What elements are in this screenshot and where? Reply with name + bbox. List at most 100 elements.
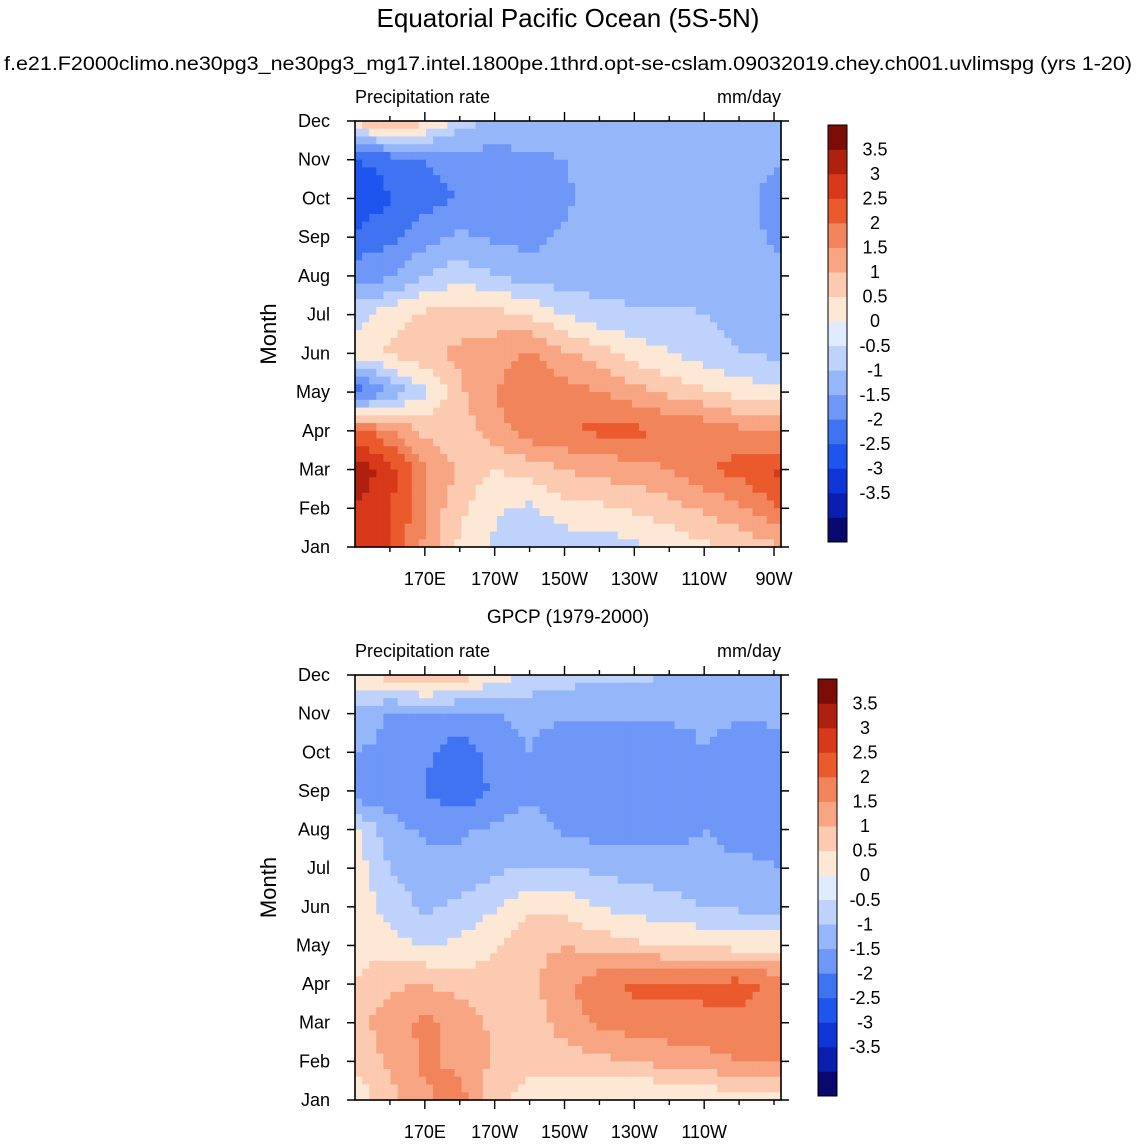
contour-cell xyxy=(369,492,377,502)
contour-cell xyxy=(397,206,406,215)
contour-cell xyxy=(369,860,377,869)
contour-cell xyxy=(752,407,761,416)
contour-cell xyxy=(539,221,548,231)
contour-cell xyxy=(560,454,569,463)
contour-cell xyxy=(518,523,526,533)
contour-cell xyxy=(660,423,668,432)
contour-cell xyxy=(525,845,534,854)
contour-cell xyxy=(731,798,739,807)
contour-cell xyxy=(738,268,747,277)
contour-cell xyxy=(440,361,448,370)
contour-cell xyxy=(688,190,697,200)
contour-cell xyxy=(447,175,455,184)
contour-cell xyxy=(589,675,597,684)
contour-cell xyxy=(568,485,576,494)
contour-cell xyxy=(461,306,470,316)
contour-cell xyxy=(582,213,590,223)
contour-cell xyxy=(525,190,534,200)
contour-cell xyxy=(568,423,576,432)
contour-cell xyxy=(688,151,697,161)
contour-cell xyxy=(575,221,583,231)
contour-cell xyxy=(617,705,626,715)
contour-cell xyxy=(482,806,491,815)
contour-cell xyxy=(646,852,654,862)
contour-cell xyxy=(475,469,484,478)
contour-cell xyxy=(617,821,626,831)
contour-cell xyxy=(369,337,377,347)
contour-cell xyxy=(362,508,370,517)
contour-cell xyxy=(752,531,761,540)
contour-cell xyxy=(418,151,427,161)
contour-cell xyxy=(724,275,732,285)
contour-cell xyxy=(404,539,413,548)
contour-cell xyxy=(404,767,413,777)
contour-cell xyxy=(355,814,363,823)
contour-cell xyxy=(497,783,505,792)
contour-cell xyxy=(589,244,597,254)
contour-cell xyxy=(624,353,633,362)
contour-cell xyxy=(397,829,406,838)
contour-cell xyxy=(525,860,534,869)
contour-cell xyxy=(660,752,668,761)
contour-cell xyxy=(362,376,370,385)
contour-cell xyxy=(411,237,420,246)
contour-cell xyxy=(411,845,420,854)
contour-cell xyxy=(397,128,406,138)
contour-cell xyxy=(504,128,512,138)
contour-cell xyxy=(575,845,583,854)
contour-cell xyxy=(731,446,739,455)
contour-cell xyxy=(575,806,583,815)
contour-cell xyxy=(404,206,413,215)
contour-cell xyxy=(525,283,534,292)
contour-cell xyxy=(582,376,590,385)
contour-cell xyxy=(702,698,711,707)
contour-cell xyxy=(383,682,392,692)
contour-cell xyxy=(695,322,704,331)
contour-cell xyxy=(397,721,406,730)
contour-cell xyxy=(717,485,725,494)
contour-cell xyxy=(759,806,768,815)
contour-cell xyxy=(674,121,683,130)
contour-cell xyxy=(355,175,363,184)
contour-cell xyxy=(454,675,463,684)
contour-cell xyxy=(497,492,505,502)
contour-cell xyxy=(355,167,363,176)
contour-cell xyxy=(475,283,484,292)
contour-cell xyxy=(539,798,548,807)
contour-cell xyxy=(539,136,548,145)
contour-cell xyxy=(631,698,640,707)
contour-cell xyxy=(752,229,761,238)
contour-cell xyxy=(575,508,583,517)
contour-cell xyxy=(688,729,697,738)
contour-cell xyxy=(660,353,668,362)
contour-cell xyxy=(546,291,555,300)
contour-cell xyxy=(660,767,668,777)
contour-cell xyxy=(383,337,392,347)
contour-cell xyxy=(653,136,661,145)
contour-cell xyxy=(695,159,704,169)
contour-cell xyxy=(674,454,683,463)
contour-cell xyxy=(596,821,605,831)
contour-cell xyxy=(497,190,505,200)
contour-cell xyxy=(355,337,363,347)
contour-cell xyxy=(418,244,427,254)
contour-cell xyxy=(397,407,406,416)
contour-cell xyxy=(482,430,491,440)
contour-cell xyxy=(546,868,555,877)
contour-cell xyxy=(461,213,470,223)
contour-cell xyxy=(582,790,590,800)
contour-cell xyxy=(695,407,704,416)
contour-cell xyxy=(731,821,739,831)
contour-cell xyxy=(752,485,761,494)
contour-cell xyxy=(610,330,619,339)
contour-cell xyxy=(759,121,768,130)
contour-cell xyxy=(646,353,654,362)
contour-cell xyxy=(631,783,640,792)
contour-cell xyxy=(745,485,754,494)
contour-cell xyxy=(702,477,711,486)
contour-cell xyxy=(568,299,576,308)
contour-cell xyxy=(688,698,697,707)
contour-cell xyxy=(362,167,370,176)
contour-cell xyxy=(710,368,718,378)
contour-cell xyxy=(468,128,477,138)
